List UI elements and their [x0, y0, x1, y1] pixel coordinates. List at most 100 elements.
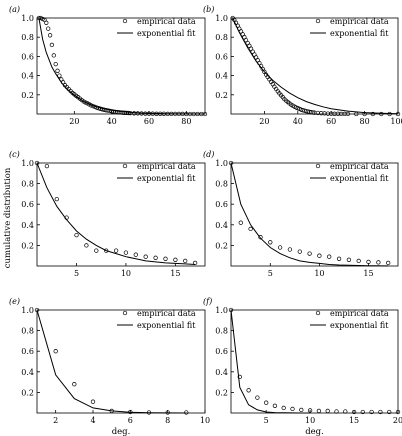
- x-tick-label: 6: [128, 416, 133, 425]
- data-point: [192, 260, 198, 266]
- y-tick-label: 0.2: [215, 91, 228, 100]
- data-point: [258, 235, 263, 240]
- panel-label: (a): [9, 5, 20, 14]
- x-tick-label: 5: [268, 269, 273, 278]
- x-tick-label: 10: [314, 269, 324, 278]
- y-tick-label: 0.8: [215, 327, 228, 336]
- data-point: [53, 61, 58, 67]
- legend-marker-empirical: [122, 18, 128, 24]
- fit-line: [230, 309, 311, 414]
- data-point: [46, 26, 51, 31]
- plot-frame: [36, 162, 206, 267]
- data-point: [281, 405, 286, 411]
- data-point: [113, 248, 119, 253]
- x-tick-label: 80: [360, 117, 370, 126]
- data-point: [268, 240, 273, 245]
- legend-label-fit: exponential fit: [330, 321, 389, 330]
- data-point: [94, 248, 99, 253]
- x-tick-label: 2: [53, 416, 58, 425]
- data-point: [264, 400, 269, 405]
- data-point: [360, 409, 365, 415]
- data-point: [90, 399, 96, 404]
- x-tick-label: 5: [264, 416, 269, 425]
- panel-label: (f): [203, 297, 212, 306]
- y-tick-label: 0.2: [21, 388, 34, 397]
- y-tick-label: 1.0: [215, 159, 228, 168]
- y-tick-label: 0.8: [21, 327, 34, 336]
- x-tick-label: 60: [144, 117, 154, 126]
- y-tick-label: 0.6: [21, 52, 34, 61]
- panel-d: (d) 0.2 0.4 0.6 0.8 1.0 5 10 15 empirical data exp…: [203, 150, 399, 278]
- plot-frame: [230, 309, 399, 414]
- x-tick-label: 40: [107, 117, 117, 126]
- y-tick-label: 0.4: [21, 221, 34, 230]
- data-point: [143, 254, 148, 259]
- panel-f: (f) 0.2 0.4 0.6 0.8 1.0 5 10 15 20 empirical data e…: [203, 297, 402, 436]
- x-tick-label: 15: [349, 416, 359, 425]
- data-point: [272, 403, 278, 408]
- panel-label: (e): [9, 297, 20, 306]
- data-point: [126, 110, 131, 116]
- x-tick-label: 100: [390, 117, 402, 126]
- fit-line: [232, 17, 399, 115]
- data-point: [57, 73, 62, 78]
- y-tick-label: 0.4: [215, 368, 228, 377]
- data-point: [369, 409, 374, 415]
- y-tick-label: 0.6: [215, 52, 228, 61]
- legend-label-fit: exponential fit: [330, 29, 389, 38]
- y-tick-label: 1.0: [21, 14, 34, 23]
- y-tick-label: 1.0: [215, 306, 228, 315]
- x-tick-label: 20: [69, 117, 79, 126]
- x-tick-label: 5: [74, 269, 79, 278]
- x-tick-label: 4: [90, 416, 95, 425]
- legend-label-empirical: empirical data: [330, 17, 389, 26]
- panel-label: (d): [203, 150, 214, 159]
- data-point: [277, 245, 283, 250]
- panel-b: (b) 0.2 0.4 0.6 0.8 1.0 20 40 60 80 100 empirical d…: [203, 5, 402, 126]
- y-tick-label: 0.4: [21, 72, 34, 81]
- data-point: [133, 252, 138, 257]
- y-tick-label: 0.2: [21, 241, 34, 250]
- y-tick-label: 0.6: [21, 347, 34, 356]
- data-point: [299, 407, 304, 413]
- data-point: [49, 42, 55, 48]
- x-axis-label: deg.: [112, 427, 131, 436]
- data-point: [248, 226, 253, 232]
- data-point: [379, 111, 384, 117]
- panel-label: (b): [203, 5, 214, 14]
- data-point: [316, 408, 322, 414]
- y-tick-label: 0.2: [215, 241, 228, 250]
- y-tick-label: 0.2: [21, 91, 34, 100]
- y-tick-label: 0.4: [215, 72, 228, 81]
- data-point: [53, 349, 58, 354]
- data-point: [307, 251, 312, 256]
- x-tick-label: 40: [293, 117, 303, 126]
- data-point: [346, 257, 352, 262]
- data-point: [72, 382, 77, 387]
- x-tick-label: 15: [363, 269, 373, 278]
- y-tick-label: 1.0: [215, 14, 228, 23]
- data-point: [104, 248, 109, 253]
- legend-marker-empirical: [315, 18, 321, 24]
- x-tick-label: 15: [170, 269, 180, 278]
- data-point: [135, 111, 140, 116]
- panel-c: (c) 0.2 0.4 0.6 0.8 1.0 5 10 15 empirical data exp…: [9, 150, 206, 278]
- data-point: [100, 107, 105, 112]
- data-point: [123, 250, 129, 255]
- data-point: [325, 408, 330, 414]
- data-point: [317, 253, 322, 258]
- panel-label: (c): [9, 150, 20, 159]
- y-tick-label: 0.4: [215, 221, 228, 230]
- data-point: [297, 249, 302, 254]
- x-tick-label: 10: [200, 416, 210, 425]
- legend-label-fit: exponential fit: [137, 174, 196, 183]
- x-tick-label: 10: [121, 269, 131, 278]
- data-point: [255, 395, 260, 400]
- data-point: [54, 196, 59, 202]
- data-point: [387, 409, 392, 415]
- legend-label-empirical: empirical data: [137, 309, 196, 318]
- data-point: [105, 108, 111, 113]
- x-tick-label: 20: [259, 117, 269, 126]
- data-point: [237, 374, 242, 380]
